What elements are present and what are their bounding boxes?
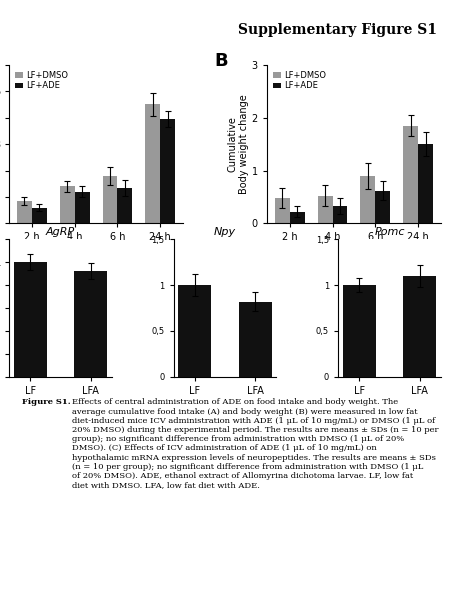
Bar — [375, 191, 390, 223]
Bar — [75, 191, 90, 223]
Y-axis label: Cumulative
Body weight change: Cumulative Body weight change — [227, 94, 249, 194]
Bar — [32, 208, 47, 223]
Bar — [238, 302, 272, 377]
Bar — [403, 125, 418, 223]
Bar — [418, 144, 433, 223]
Bar — [117, 188, 132, 223]
Bar — [360, 176, 375, 223]
Legend: LF+DMSO, LF+ADE: LF+DMSO, LF+ADE — [13, 69, 70, 92]
Bar — [74, 271, 107, 377]
Text: Effects of central administration of ADE on food intake and body weight. The
ave: Effects of central administration of ADE… — [72, 398, 438, 489]
Bar — [274, 198, 290, 223]
Bar — [333, 206, 347, 223]
Bar — [160, 119, 176, 223]
Bar — [178, 285, 212, 377]
Title: Npy: Npy — [214, 227, 236, 237]
Bar — [103, 176, 117, 223]
Text: B: B — [215, 52, 228, 70]
Bar — [17, 201, 32, 223]
Title: Pomc: Pomc — [374, 227, 405, 237]
Text: Figure S1.: Figure S1. — [22, 398, 71, 406]
Text: Supplementary Figure S1: Supplementary Figure S1 — [238, 23, 436, 37]
Bar — [60, 187, 75, 223]
Bar — [290, 212, 305, 223]
Bar — [14, 262, 47, 377]
Bar — [343, 285, 376, 377]
Bar — [318, 196, 333, 223]
Bar — [403, 276, 436, 377]
Legend: LF+DMSO, LF+ADE: LF+DMSO, LF+ADE — [271, 69, 328, 92]
Title: AgRP: AgRP — [46, 227, 75, 237]
Bar — [145, 104, 160, 223]
